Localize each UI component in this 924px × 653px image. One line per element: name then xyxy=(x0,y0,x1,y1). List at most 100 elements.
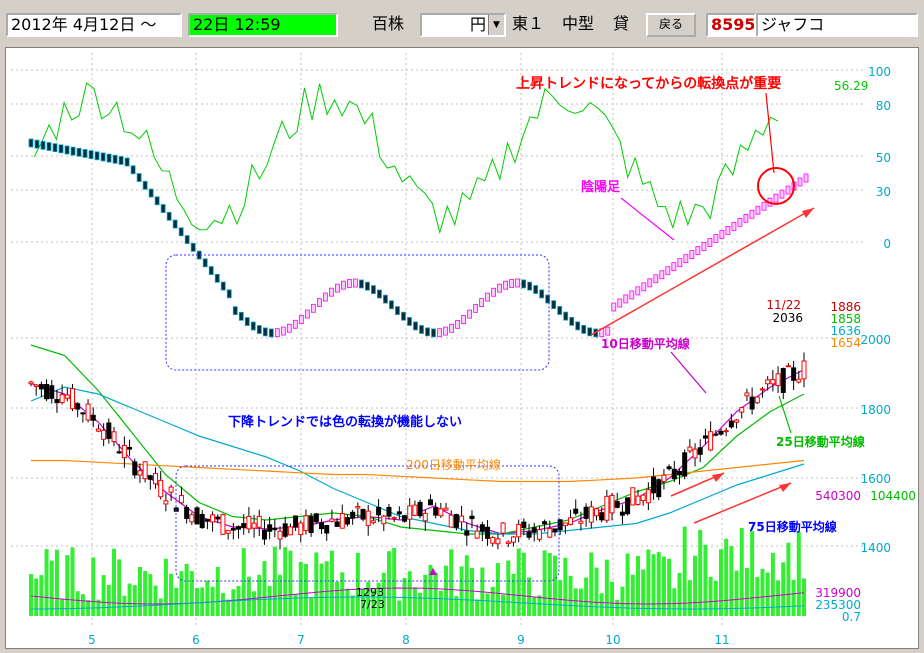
price-candle-103 xyxy=(562,522,568,527)
price-candle-81 xyxy=(448,514,454,528)
price-candle-68 xyxy=(381,515,387,525)
volume-bar-146 xyxy=(786,542,791,616)
price-candle-10 xyxy=(80,412,86,415)
price-candle-62 xyxy=(350,511,356,519)
volume-ma-line-1 xyxy=(30,587,805,605)
annotation-yinyang-pointer xyxy=(620,197,675,241)
osc-candle-103 xyxy=(647,278,653,288)
x-tick-10: 10 xyxy=(605,633,620,647)
price-candle-34 xyxy=(204,519,210,522)
osc-candle-22 xyxy=(160,204,166,213)
osc-candle-71 xyxy=(455,319,460,329)
osc-candle-99 xyxy=(623,294,629,304)
price-candle-78 xyxy=(433,507,439,516)
price-candle-46 xyxy=(267,524,273,532)
chevron-down-icon[interactable]: ▼ xyxy=(488,15,504,35)
currency-value: 円 xyxy=(469,15,486,34)
osc-candle-63 xyxy=(407,317,412,326)
end-date-field[interactable]: 22日 12:59 xyxy=(188,13,338,37)
price-candle-125 xyxy=(676,470,682,476)
code-field[interactable]: 8595 xyxy=(706,13,756,37)
osc-candle-18 xyxy=(136,173,142,182)
osc-candle-9 xyxy=(82,149,88,158)
price-candle-45 xyxy=(261,529,267,540)
price-candle-122 xyxy=(661,474,667,482)
price-candle-76 xyxy=(422,512,428,522)
osc-candle-76 xyxy=(485,292,490,302)
currency-select[interactable]: 円 ▼ xyxy=(420,13,506,37)
osc-candle-14 xyxy=(112,154,118,164)
volume-bar-68 xyxy=(381,572,386,616)
osc-candle-12 xyxy=(100,152,106,162)
volume-bar-80 xyxy=(444,565,449,616)
back-button[interactable]: 戻る xyxy=(646,13,696,37)
price-candle-107 xyxy=(583,506,589,519)
osc-candle-89 xyxy=(563,311,569,321)
price-candle-14 xyxy=(101,429,107,440)
osc-candle-2 xyxy=(40,140,46,150)
name-field[interactable]: ジャフコ xyxy=(756,13,918,37)
osc-candle-8 xyxy=(76,147,82,157)
ma25-label: 25日移動平均線 xyxy=(776,434,865,449)
price-candle-70 xyxy=(391,517,397,520)
start-date-field[interactable]: 2012年 4月12日 ～ xyxy=(6,13,182,37)
osc-candle-23 xyxy=(166,211,172,221)
price-candle-127 xyxy=(687,446,693,452)
uptrend-arrowhead-1 xyxy=(712,473,724,482)
volume-bar-81 xyxy=(449,549,454,616)
volume-bar-111 xyxy=(604,559,609,616)
price-candle-26 xyxy=(163,500,169,505)
price-candle-40 xyxy=(236,526,242,530)
price-candle-6 xyxy=(59,394,65,404)
osc-candle-121 xyxy=(755,205,761,215)
price-candle-100 xyxy=(547,528,553,538)
price-candle-77 xyxy=(427,499,433,506)
volume-bar-129 xyxy=(698,529,703,616)
price-candle-133 xyxy=(718,430,724,435)
price-candle-147 xyxy=(791,367,797,381)
osc-candle-42 xyxy=(280,326,286,336)
volume-bar-107 xyxy=(584,577,589,616)
volume-bar-57 xyxy=(324,561,329,616)
volume-bar-76 xyxy=(423,574,428,616)
price-candle-55 xyxy=(313,513,319,523)
volume-bar-74 xyxy=(412,587,417,616)
osc-candle-24 xyxy=(172,219,178,229)
volume-bar-69 xyxy=(386,551,391,616)
volume-bar-140 xyxy=(755,577,760,616)
volume-bar-122 xyxy=(661,556,666,616)
osc-candle-47 xyxy=(310,303,316,313)
price-candle-89 xyxy=(490,536,496,544)
osc-candle-59 xyxy=(383,294,388,304)
volume-bar-142 xyxy=(765,572,770,616)
osc-candle-43 xyxy=(286,323,292,333)
volume-bar-86 xyxy=(475,599,480,616)
volume-bar-106 xyxy=(578,588,583,616)
osc-candle-69 xyxy=(443,326,448,336)
osc-candle-113 xyxy=(707,238,713,247)
x-tick-8: 8 xyxy=(402,633,410,647)
osc-candle-79 xyxy=(503,280,509,290)
osc-candle-86 xyxy=(545,294,551,304)
price-candle-91 xyxy=(500,522,506,534)
price-candle-36 xyxy=(215,516,221,520)
price-candle-38 xyxy=(225,529,231,534)
osc-candle-6 xyxy=(64,145,70,155)
price-candle-86 xyxy=(474,530,480,539)
price-candle-95 xyxy=(521,521,527,528)
volume-bar-26 xyxy=(163,558,168,616)
uptrend-arrowhead-top xyxy=(802,208,814,218)
osc-candle-68 xyxy=(437,328,442,338)
volume-bar-103 xyxy=(563,557,568,616)
price-candle-43 xyxy=(251,522,257,529)
price-candle-33 xyxy=(199,513,205,529)
stoch-line xyxy=(33,82,779,235)
price-candle-42 xyxy=(246,515,252,530)
price-candle-13 xyxy=(95,428,101,432)
grid xyxy=(11,53,866,628)
volume-bar-66 xyxy=(371,590,376,616)
price-candle-44 xyxy=(256,515,262,528)
range-box-osc xyxy=(165,254,550,371)
volume-bar-117 xyxy=(635,555,640,616)
annotation-pointer-line xyxy=(765,92,775,174)
